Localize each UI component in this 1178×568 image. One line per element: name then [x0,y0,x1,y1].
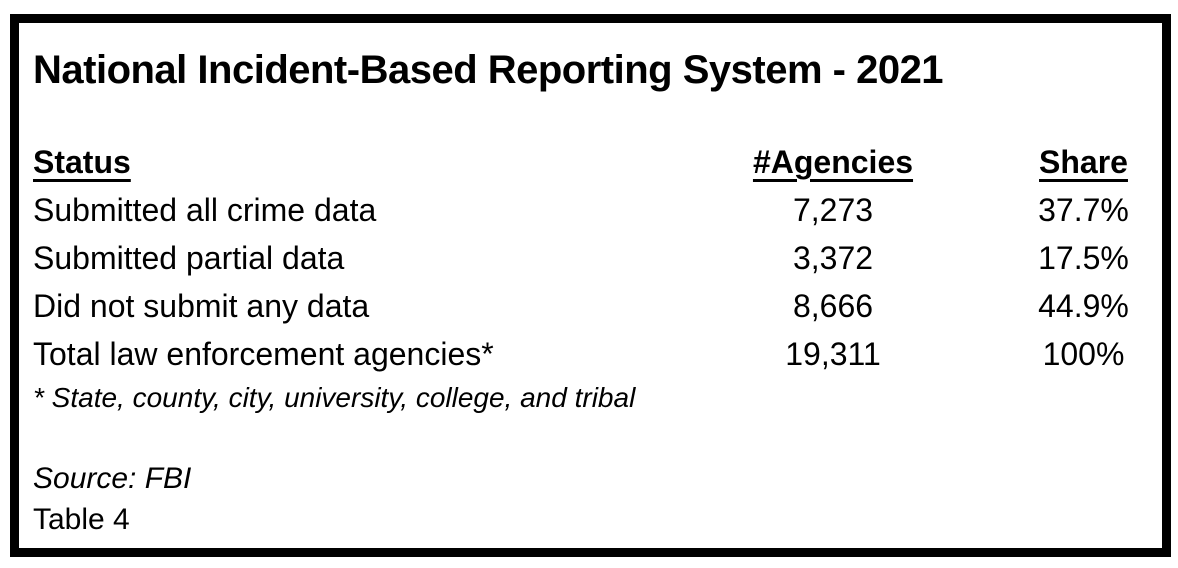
page-title: National Incident-Based Reporting System… [33,48,944,92]
table-row-share: 37.7% [1038,192,1129,228]
table-frame: National Incident-Based Reporting System… [10,14,1171,557]
column-header-agencies: #Agencies [752,144,914,180]
table-row-total-status: Total law enforcement agencies* [33,336,494,372]
table-row-agencies: 8,666 [792,288,874,324]
table-row-status: Submitted all crime data [33,192,377,228]
table-footnote: * State, county, city, university, colle… [33,382,636,413]
source-note: Source: FBI [33,462,192,495]
table-row-status: Did not submit any data [33,288,370,324]
table-label: Table 4 [33,503,130,536]
data-table: Status #Agencies Share Submitted all cri… [33,138,1154,378]
column-header-status: Status [33,144,131,180]
column-header-share: Share [1039,144,1128,180]
table-row-agencies: 7,273 [792,192,874,228]
table-row-agencies: 3,372 [792,240,874,276]
table-row-share: 17.5% [1038,240,1129,276]
table-row-total-share: 100% [1042,336,1125,372]
table-row-total-agencies: 19,311 [785,336,881,372]
table-row-status: Submitted partial data [33,240,345,276]
table-row-share: 44.9% [1038,288,1129,324]
